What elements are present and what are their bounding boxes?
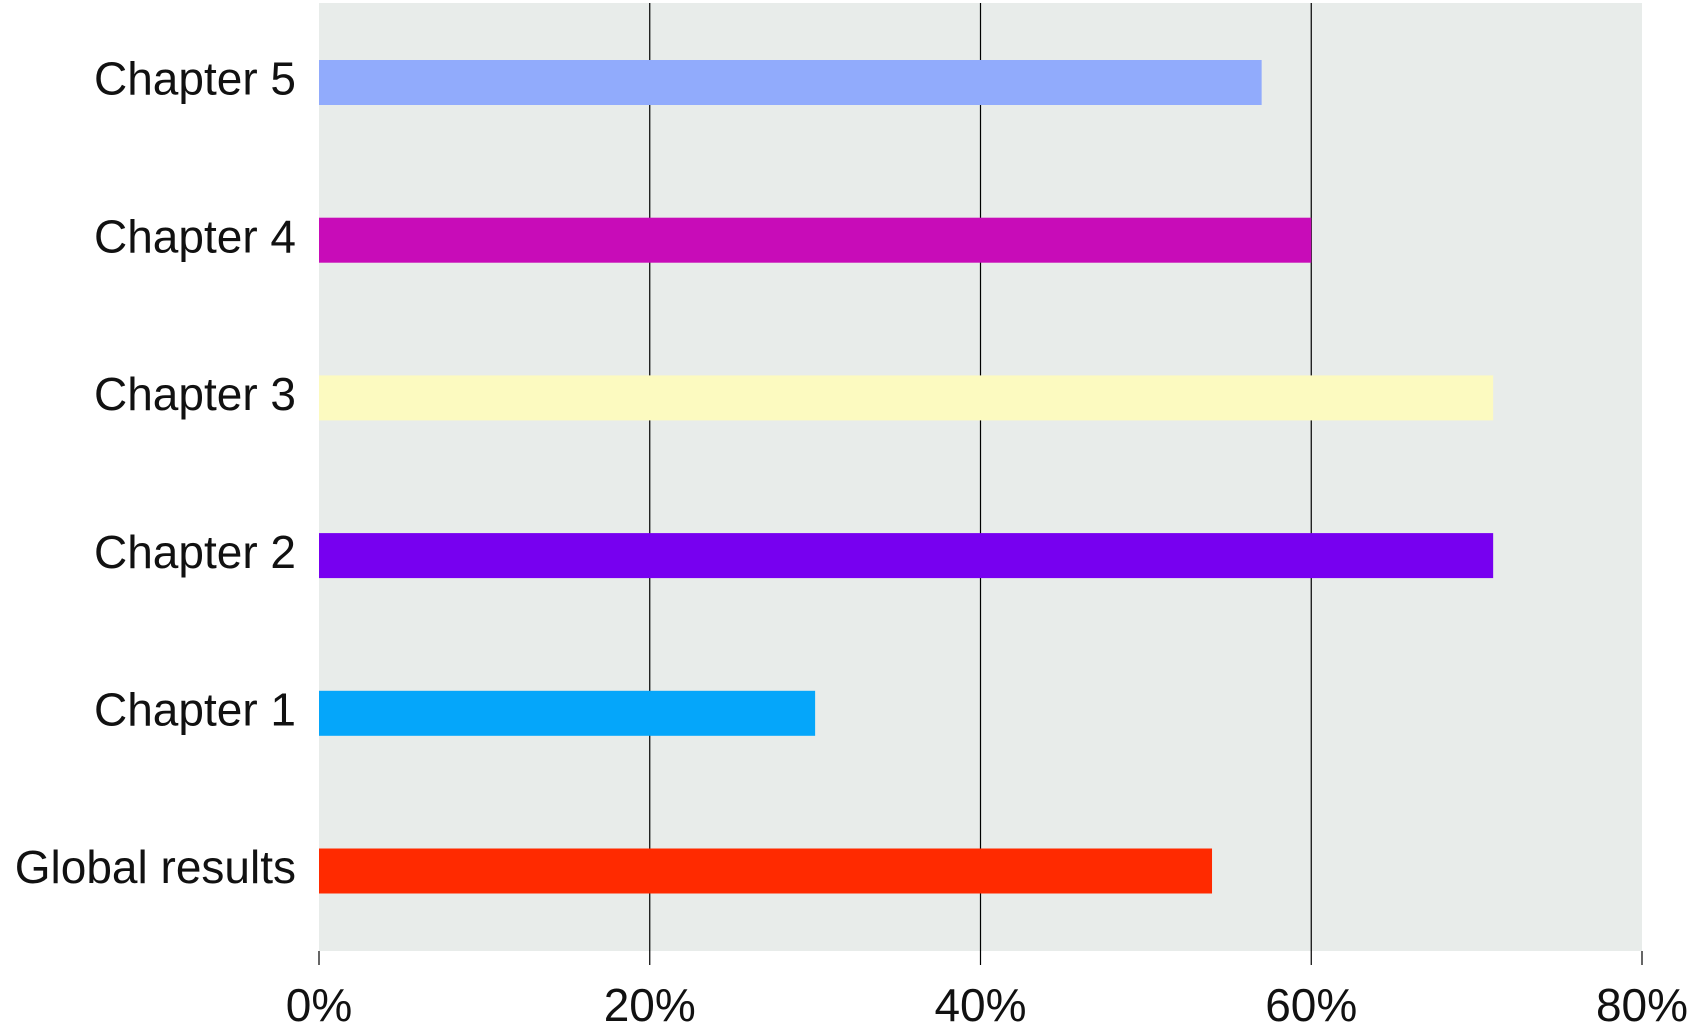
x-tick-label: 60%: [1265, 979, 1357, 1031]
y-tick-label: Chapter 2: [94, 526, 296, 578]
y-tick-label: Chapter 3: [94, 368, 296, 420]
y-tick-label: Global results: [15, 841, 296, 893]
x-tick-label: 80%: [1596, 979, 1688, 1031]
bar: [319, 690, 816, 736]
y-tick-label: Chapter 4: [94, 210, 296, 262]
x-tick-label: 40%: [934, 979, 1026, 1031]
y-tick-label: Chapter 1: [94, 683, 296, 735]
x-tick-label: 20%: [604, 979, 696, 1031]
x-tick-label: 0%: [286, 979, 352, 1031]
bar: [319, 375, 1494, 421]
bar: [319, 533, 1494, 579]
bar: [319, 217, 1312, 263]
bar: [319, 60, 1262, 105]
y-tick-label: Chapter 5: [94, 53, 296, 105]
bar: [319, 848, 1213, 894]
